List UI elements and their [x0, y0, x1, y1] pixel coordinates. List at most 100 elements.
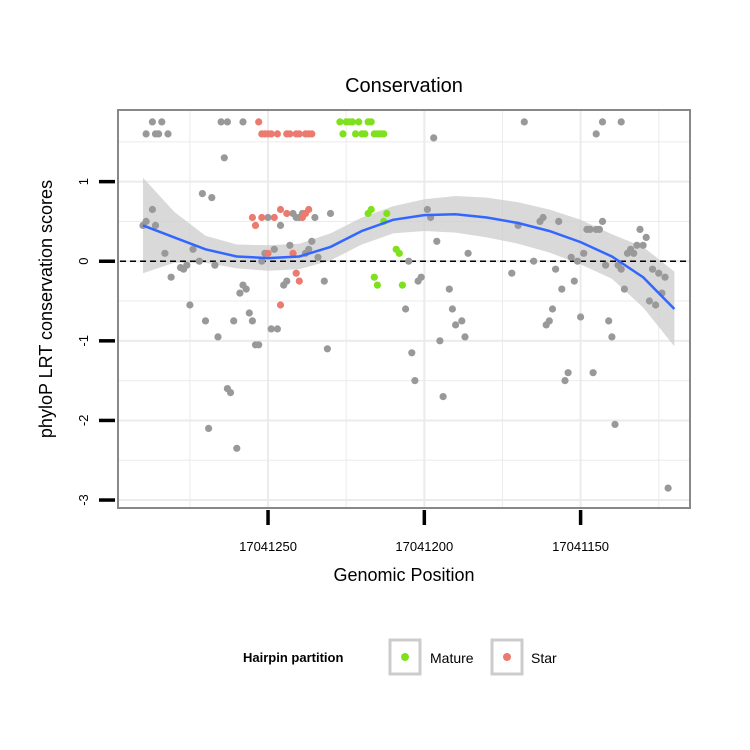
- point-other: [645, 297, 654, 305]
- point-star: [273, 130, 281, 138]
- point-star: [292, 269, 300, 277]
- point-other: [439, 393, 447, 401]
- point-other: [320, 277, 328, 285]
- point-star: [276, 301, 285, 309]
- point-mature: [352, 130, 360, 138]
- point-other: [402, 305, 410, 313]
- point-other: [417, 273, 425, 281]
- point-other: [208, 194, 216, 202]
- point-star: [308, 130, 316, 138]
- point-other: [577, 313, 585, 321]
- point-mature: [367, 205, 375, 214]
- point-other: [608, 333, 616, 341]
- point-mature: [367, 118, 375, 126]
- point-other: [283, 277, 291, 285]
- point-other: [661, 273, 669, 281]
- point-mature: [373, 281, 381, 289]
- point-mature: [339, 130, 347, 138]
- point-other: [445, 285, 453, 293]
- point-other: [245, 309, 253, 317]
- point-other: [142, 130, 150, 138]
- point-other: [586, 225, 594, 233]
- point-other: [652, 301, 660, 309]
- point-other: [642, 233, 650, 241]
- point-other: [630, 249, 638, 257]
- point-other: [433, 237, 441, 245]
- point-other: [326, 209, 335, 218]
- legend: Hairpin partition Mature Star: [243, 638, 557, 676]
- point-other: [267, 325, 275, 333]
- grid-lines: [119, 111, 689, 507]
- point-other: [655, 269, 663, 277]
- point-mature: [398, 281, 406, 289]
- point-star: [248, 213, 256, 222]
- point-other: [226, 389, 235, 397]
- point-other: [258, 257, 266, 265]
- y-axis-title: phyloP LRT conservation scores: [36, 180, 56, 438]
- point-other: [264, 213, 272, 222]
- point-other: [142, 217, 150, 225]
- point-other: [605, 317, 613, 325]
- point-other: [236, 289, 244, 297]
- point-other: [508, 269, 516, 277]
- y-tick-label: 0: [76, 258, 91, 265]
- point-other: [205, 424, 213, 432]
- point-mature: [383, 209, 391, 218]
- point-star: [276, 205, 285, 214]
- point-other: [405, 257, 413, 265]
- point-other: [620, 285, 629, 293]
- point-other: [548, 305, 557, 313]
- point-other: [464, 249, 472, 257]
- point-mature: [348, 118, 356, 126]
- legend-marker-star: [503, 653, 511, 661]
- point-other: [148, 205, 156, 214]
- point-other: [214, 333, 222, 341]
- x-tick-label: 17041200: [395, 539, 453, 554]
- point-other: [198, 190, 206, 198]
- y-tick-label: -1: [76, 335, 91, 347]
- point-other: [448, 305, 456, 313]
- point-other: [248, 317, 256, 325]
- point-star: [255, 118, 263, 126]
- point-mature: [355, 118, 363, 126]
- point-other: [602, 261, 610, 269]
- point-other: [276, 221, 285, 229]
- point-other: [255, 341, 263, 349]
- point-mature: [380, 130, 388, 138]
- legend-label-star: Star: [531, 650, 557, 666]
- point-other: [564, 369, 572, 377]
- y-tick-label: 1: [76, 178, 91, 185]
- point-other: [195, 257, 203, 265]
- y-axis-ticks: -3 -2 -1 0 1: [76, 178, 115, 506]
- y-tick-label: -3: [76, 494, 91, 506]
- x-tick-label: 17041250: [239, 539, 297, 554]
- point-other: [555, 217, 563, 225]
- x-tick-label: 17041150: [552, 539, 609, 554]
- point-other: [167, 273, 175, 281]
- point-other: [530, 257, 538, 265]
- point-other: [611, 420, 619, 428]
- legend-title: Hairpin partition: [243, 650, 343, 665]
- point-other: [561, 377, 569, 385]
- point-other: [270, 245, 278, 253]
- point-other: [520, 118, 528, 126]
- point-other: [148, 118, 156, 126]
- x-axis-title: Genomic Position: [333, 565, 474, 585]
- point-other: [639, 241, 647, 249]
- point-other: [220, 154, 228, 162]
- point-other: [217, 118, 225, 126]
- point-other: [408, 349, 416, 357]
- point-other: [664, 484, 672, 492]
- point-other: [273, 325, 281, 333]
- point-other: [598, 217, 607, 225]
- point-other: [186, 301, 194, 309]
- point-star: [270, 213, 278, 222]
- point-other: [308, 237, 316, 245]
- point-other: [161, 249, 169, 257]
- point-other: [201, 317, 210, 325]
- point-other: [567, 253, 575, 261]
- point-other: [239, 118, 247, 126]
- point-other: [633, 241, 641, 249]
- point-other: [189, 245, 197, 253]
